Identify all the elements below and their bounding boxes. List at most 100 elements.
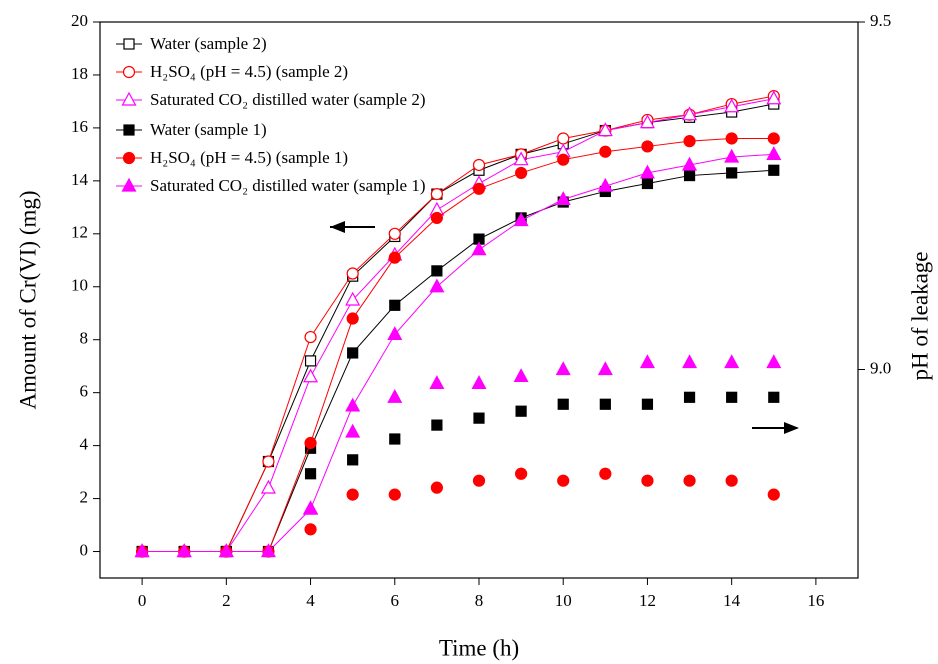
marker: [682, 156, 698, 171]
marker: [682, 354, 698, 369]
x-tick-label: 4: [306, 591, 315, 610]
y-tick-label: 2: [80, 487, 89, 506]
legend-label: Saturated CO₂ distilled water (sample 1): [150, 176, 426, 195]
y-tick-label: 12: [71, 223, 88, 242]
marker: [641, 474, 654, 487]
marker: [515, 467, 528, 480]
marker: [346, 312, 359, 325]
marker: [123, 124, 135, 136]
series-line: [142, 95, 774, 553]
marker: [557, 132, 570, 145]
marker: [725, 474, 738, 487]
marker: [557, 474, 570, 487]
legend-entry: Water (sample 1): [116, 120, 267, 139]
y-tick-label: 10: [71, 276, 88, 295]
marker: [472, 182, 486, 195]
legend-label: Saturated CO₂ distilled water (sample 2): [150, 90, 426, 109]
marker: [471, 241, 487, 256]
marker: [515, 405, 527, 417]
legend-label: H₂SO₄ (pH = 4.5) (sample 2): [150, 62, 349, 81]
x-tick-label: 10: [555, 591, 572, 610]
marker: [641, 398, 654, 410]
marker: [597, 361, 613, 376]
y-tick-label: 18: [71, 64, 88, 83]
marker: [304, 330, 317, 344]
marker: [726, 391, 738, 403]
legend-label-box: H₂SO₄ (pH = 4.5) (sample 2): [150, 62, 349, 81]
marker: [683, 135, 696, 148]
marker: [345, 423, 361, 438]
marker: [683, 169, 696, 182]
marker: [304, 468, 317, 480]
marker: [430, 211, 443, 225]
marker: [387, 326, 403, 341]
marker: [724, 354, 740, 369]
legend-label: H₂SO₄ (pH = 4.5) (sample 1): [150, 148, 349, 167]
marker: [429, 375, 445, 389]
marker: [724, 148, 740, 163]
marker: [218, 543, 234, 558]
marker: [766, 146, 782, 160]
marker: [429, 278, 445, 293]
marker: [513, 151, 529, 166]
marker: [726, 167, 738, 179]
y-tick-label: 16: [71, 117, 88, 136]
marker: [724, 98, 740, 113]
arrow-right: [752, 422, 799, 434]
marker: [346, 488, 359, 501]
legend-label: Water (sample 1): [150, 120, 267, 139]
x-tick-label: 6: [391, 591, 400, 610]
marker: [682, 106, 698, 121]
marker: [639, 114, 655, 129]
series-line: [142, 98, 774, 553]
x-axis-label: Time (h): [439, 635, 519, 660]
marker: [767, 488, 780, 501]
legend-entry: Water (sample 2): [116, 34, 267, 53]
marker: [176, 543, 192, 558]
series-line: [142, 153, 774, 553]
legend-label-box: Saturated CO₂ distilled water (sample 2): [150, 90, 426, 109]
marker: [513, 368, 529, 383]
marker: [304, 355, 317, 367]
marker: [768, 391, 780, 403]
marker: [557, 153, 570, 166]
legend-label-box: H₂SO₄ (pH = 4.5) (sample 1): [150, 148, 349, 167]
marker: [557, 398, 569, 410]
legend-label-box: Water (sample 1): [150, 120, 267, 139]
marker: [597, 177, 613, 192]
marker: [430, 187, 443, 201]
marker: [555, 361, 571, 376]
marker: [262, 455, 275, 468]
marker: [134, 543, 150, 558]
y2-tick-label: 9.0: [870, 358, 891, 377]
marker: [303, 500, 319, 515]
marker: [347, 347, 359, 359]
marker: [599, 398, 611, 410]
y-tick-label: 14: [71, 170, 89, 189]
marker: [122, 151, 136, 165]
marker: [388, 227, 401, 240]
marker: [725, 132, 738, 145]
y-tick-label: 6: [80, 382, 89, 401]
legend-entry: H₂SO₄ (pH = 4.5) (sample 2): [116, 62, 349, 81]
legend-entry: Saturated CO₂ distilled water (sample 2): [116, 90, 426, 109]
marker: [347, 454, 359, 466]
x-tick-label: 12: [639, 591, 656, 610]
marker: [345, 397, 361, 412]
marker: [304, 436, 317, 450]
marker: [767, 132, 780, 145]
x-tick-label: 2: [222, 591, 231, 610]
arrow-left: [330, 221, 375, 233]
marker: [346, 267, 359, 280]
marker: [768, 164, 780, 176]
marker: [389, 433, 401, 445]
marker: [599, 145, 612, 158]
legend-label-box: Saturated CO₂ distilled water (sample 1): [150, 176, 426, 195]
y2-axis-label: pH of leakage: [907, 252, 932, 381]
marker: [387, 389, 403, 403]
y-axis-label: Amount of Cr(VI) (mg): [15, 190, 40, 409]
marker: [641, 177, 654, 190]
marker: [345, 291, 361, 306]
marker: [766, 90, 782, 105]
